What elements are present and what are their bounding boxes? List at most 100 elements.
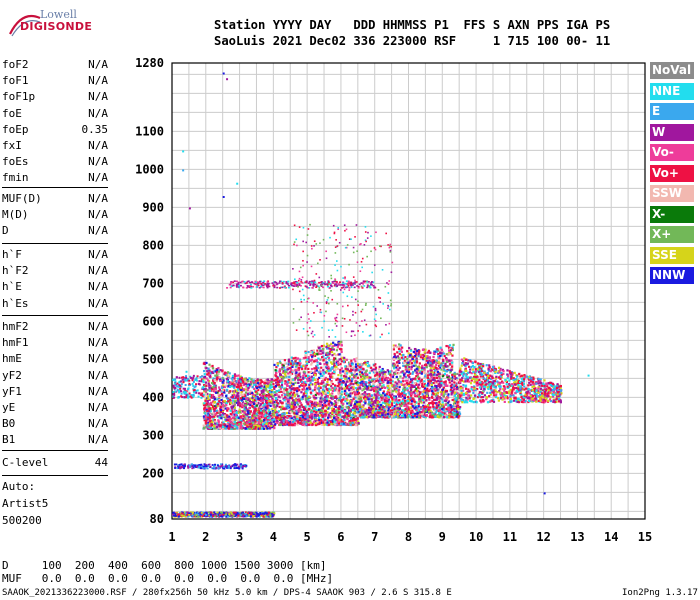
echo-point	[367, 403, 370, 406]
echo-point	[343, 408, 346, 411]
echo-point	[353, 411, 356, 414]
echo-point	[280, 386, 284, 389]
echo-point	[298, 385, 301, 388]
echo-point	[326, 355, 329, 359]
echo-point	[262, 427, 266, 430]
echo-point	[320, 401, 323, 404]
echo-point	[294, 369, 298, 372]
echo-point	[452, 388, 456, 391]
echo-point	[275, 366, 278, 369]
echo-point	[423, 376, 426, 379]
echo-point	[349, 392, 352, 395]
echo-point	[431, 400, 434, 403]
echo-point	[426, 387, 429, 390]
echo-point	[331, 346, 334, 349]
echo-point	[239, 403, 242, 406]
echo-point	[309, 400, 312, 403]
echo-point	[356, 417, 359, 420]
echo-point	[216, 402, 219, 406]
echo-point	[365, 385, 368, 388]
echo-point	[292, 399, 295, 402]
auto-artist: Artist5	[2, 497, 49, 510]
echo-point	[363, 395, 367, 398]
echo-point	[209, 410, 212, 413]
echo-point	[300, 403, 303, 406]
echo-point	[316, 403, 319, 407]
echo-point	[331, 419, 334, 422]
echo-point	[376, 372, 379, 376]
echo-point	[346, 380, 349, 383]
echo-point	[288, 386, 291, 389]
echo-point	[387, 407, 390, 410]
echo-point	[315, 369, 318, 372]
echo-point	[391, 400, 394, 403]
echo-point	[230, 406, 233, 409]
echo-point	[296, 362, 299, 365]
echo-point	[287, 391, 290, 394]
echo-point	[209, 420, 212, 423]
echo-point	[368, 383, 372, 386]
echo-point	[383, 378, 386, 381]
echo-point	[311, 403, 314, 406]
echo-point	[381, 401, 384, 404]
echo-point	[292, 381, 295, 384]
echo-point	[357, 421, 360, 425]
echo-point	[393, 354, 397, 357]
echo-point	[325, 421, 328, 425]
echo-point	[204, 421, 207, 424]
echo-point	[237, 401, 240, 405]
echo-point	[364, 361, 367, 364]
echo-point	[279, 373, 282, 377]
echo-point	[360, 408, 363, 411]
echo-point	[411, 416, 414, 419]
echo-point	[370, 406, 373, 409]
echo-point	[239, 421, 242, 424]
echo-point	[262, 390, 265, 394]
echo-point	[268, 408, 271, 412]
echo-point	[281, 412, 284, 415]
echo-point	[334, 354, 337, 357]
echo-point	[401, 409, 404, 412]
echo-point	[408, 376, 411, 379]
echo-point	[251, 424, 254, 427]
echo-point	[230, 377, 233, 380]
echo-point	[367, 376, 371, 379]
echo-point	[213, 405, 217, 408]
echo-point	[294, 368, 297, 371]
echo-point	[213, 408, 216, 411]
echo-point	[366, 375, 369, 379]
echo-point	[422, 397, 425, 400]
echo-point	[351, 399, 354, 402]
echo-point	[293, 412, 296, 415]
echo-point	[287, 419, 290, 423]
echo-point	[298, 378, 301, 381]
echo-point	[386, 403, 389, 406]
echo-point	[223, 425, 226, 428]
param-row: foF1p N/A	[2, 90, 108, 106]
echo-point	[383, 410, 386, 413]
echo-point	[221, 427, 225, 430]
echo-point	[257, 408, 260, 411]
echo-point	[421, 382, 424, 385]
echo-point	[438, 366, 442, 369]
echo-point	[367, 386, 371, 390]
echo-point	[276, 381, 279, 384]
echo-point	[334, 368, 337, 371]
echo-point	[419, 370, 422, 373]
echo-point	[375, 378, 378, 381]
echo-point	[400, 371, 403, 374]
echo-point	[288, 409, 291, 412]
echo-point	[372, 414, 375, 417]
echo-point	[236, 427, 239, 430]
echo-point	[298, 418, 301, 422]
echo-point	[274, 397, 278, 400]
echo-point	[429, 362, 432, 365]
echo-point	[297, 387, 300, 390]
echo-point	[364, 383, 367, 386]
echo-point	[322, 417, 325, 420]
echo-point	[359, 398, 363, 401]
echo-point	[372, 401, 375, 404]
echo-point	[240, 393, 243, 396]
echo-point	[435, 398, 438, 401]
echo-point	[344, 405, 347, 408]
